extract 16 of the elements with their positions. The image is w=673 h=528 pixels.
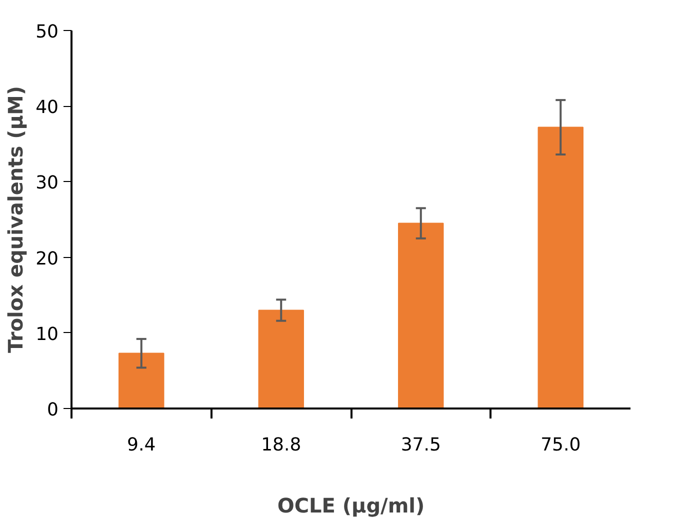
y-tick-label: 50 [36, 22, 58, 42]
y-tick-label: 10 [36, 324, 58, 345]
y-axis-title: Trolox equivalents (µM) [4, 86, 28, 353]
bar [538, 126, 584, 408]
bar [398, 222, 444, 408]
x-tick-label: 75.0 [540, 434, 581, 456]
y-tick-label: 30 [36, 172, 58, 194]
x-tick-label: 37.5 [400, 434, 441, 456]
x-tick-label: 18.8 [261, 434, 302, 456]
y-tick-label: 40 [36, 97, 58, 118]
bar [118, 352, 164, 408]
y-tick-label: 20 [36, 248, 58, 270]
x-tick-label: 9.4 [127, 434, 156, 456]
y-tick-label: 0 [47, 400, 58, 420]
bar [258, 310, 304, 408]
x-axis-title: OCLE (µg/ml) [277, 494, 425, 518]
